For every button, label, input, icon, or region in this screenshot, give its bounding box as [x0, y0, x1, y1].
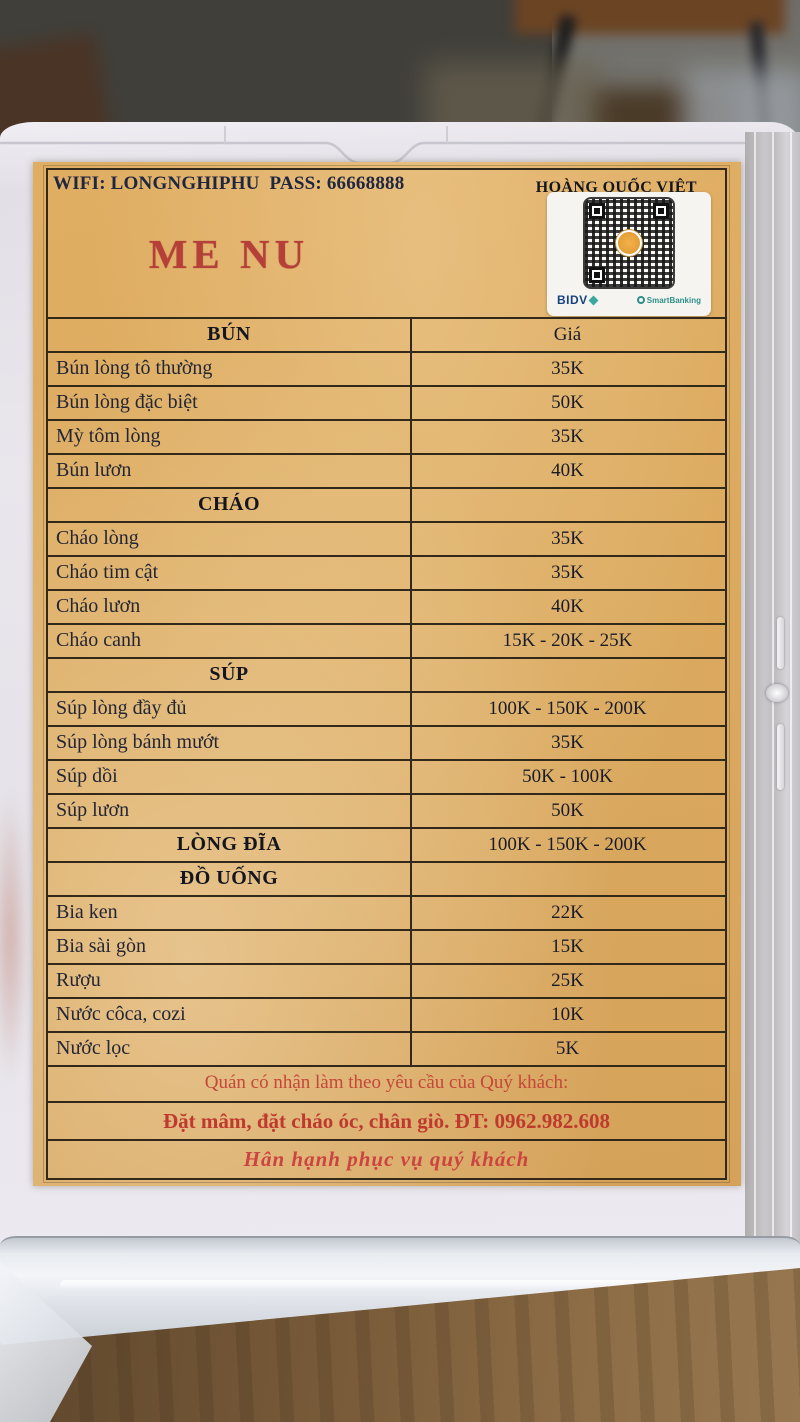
menu-item-price: 15K [551, 936, 584, 957]
qr-center-logo-icon [616, 230, 642, 256]
menu-item-row: Súp lòng đầy đủ 100K - 150K - 200K [48, 693, 725, 727]
qr-finder-icon [653, 203, 669, 219]
footer-thanks: Hân hạnh phục vụ quý khách [243, 1147, 530, 1171]
menu-footer: Quán có nhận làm theo yêu cầu của Quý kh… [48, 1065, 725, 1178]
menu-item-row: Cháo lòng 35K [48, 523, 725, 557]
menu-item-price: 35K [551, 562, 584, 583]
menu-item-price: Giá [553, 324, 582, 345]
menu-item-label: Cháo lòng [56, 527, 139, 549]
column-divider [410, 319, 412, 1065]
menu-section-row: BÚN Giá [48, 319, 725, 353]
menu-item-row: Bia sài gòn 15K [48, 931, 725, 965]
footer-note: Quán có nhận làm theo yêu cầu của Quý kh… [48, 1065, 725, 1103]
menu-item-label: Súp dồi [56, 765, 118, 787]
footer-order-phone: Đặt mâm, đặt cháo óc, chân giò. ĐT: 0962… [48, 1103, 725, 1141]
menu-item-row: Cháo canh 15K - 20K - 25K [48, 625, 725, 659]
menu-item-label: Súp lòng bánh mướt [56, 731, 220, 753]
menu-item-row: Mỳ tôm lòng 35K [48, 421, 725, 455]
menu-item-label: Nước côca, cozi [56, 1003, 186, 1025]
menu-item-row: Cháo tim cật 35K [48, 557, 725, 591]
menu-section-row: LÒNG ĐĨA 100K - 150K - 200K [48, 829, 725, 863]
menu-item-label: Mỳ tôm lòng [56, 425, 161, 447]
menu-item-row: Súp lươn 50K [48, 795, 725, 829]
menu-item-price: 50K - 100K [522, 766, 613, 787]
menu-item-label: Bia sài gòn [56, 935, 146, 957]
menu-item-row: Súp lòng bánh mướt 35K [48, 727, 725, 761]
menu-item-label: BÚN [207, 323, 251, 345]
qr-card: BIDV SmartBanking [547, 192, 711, 316]
acrylic-groove [777, 724, 784, 790]
menu-title: ME NU [148, 231, 310, 277]
menu-item-label: LÒNG ĐĨA [176, 833, 282, 855]
menu-section-row: SÚP [48, 659, 725, 693]
menu-item-price: 50K [551, 392, 584, 413]
menu-table: BÚN Giá Bún lòng tô thường 35K Bún lòng đặc … [48, 317, 725, 1067]
menu-item-price: 15K - 20K - 25K [502, 630, 633, 651]
branch-name: HOÀNG QUỐC VIỆT [535, 179, 697, 196]
menu-item-row: Cháo lươn 40K [48, 591, 725, 625]
menu-item-row: Bún lươn 40K [48, 455, 725, 489]
menu-item-price: 40K [551, 460, 584, 481]
menu-item-label: Cháo tim cật [56, 561, 159, 583]
menu-item-row: Bún lòng tô thường 35K [48, 353, 725, 387]
bidv-mark-icon [588, 295, 599, 305]
menu-item-price [410, 863, 725, 895]
acrylic-groove [777, 617, 784, 669]
menu-border: WIFI: LONGNGHIPHU PASS: 66668888 HOÀNG Q… [43, 165, 730, 1183]
acrylic-right-edge [745, 132, 800, 1244]
menu-item-price: 35K [551, 732, 584, 753]
menu-section-row: CHÁO [48, 489, 725, 523]
menu-item-price: 50K [551, 800, 584, 821]
menu-item-label: Rượu [56, 969, 101, 991]
menu-item-price: 10K [551, 1004, 584, 1025]
menu-item-label: Nước lọc [56, 1037, 131, 1059]
menu-item-row: Súp dồi 50K - 100K [48, 761, 725, 795]
menu-item-label: Súp lươn [56, 799, 130, 821]
menu-item-price: 25K [551, 970, 584, 991]
menu-item-price: 40K [551, 596, 584, 617]
menu-item-row: Nước côca, cozi 10K [48, 999, 725, 1033]
menu-item-label: Cháo lươn [56, 595, 141, 617]
menu-item-price [410, 489, 725, 521]
menu-item-label: CHÁO [198, 493, 260, 515]
wifi-info: WIFI: LONGNGHIPHU PASS: 66668888 [53, 173, 405, 194]
menu-section-row: ĐỒ UỐNG [48, 863, 725, 897]
menu-item-label: Bún lòng đặc biệt [56, 391, 198, 413]
qr-bank-logos: BIDV SmartBanking [547, 289, 711, 307]
menu-item-label: Súp lòng đầy đủ [56, 697, 187, 719]
table-blur-top-right [515, 0, 785, 34]
menu-item-label: Cháo canh [56, 629, 141, 651]
menu-item-row: Bún lòng đặc biệt 50K [48, 387, 725, 421]
menu-item-row: Nước lọc 5K [48, 1033, 725, 1067]
menu-item-price: 22K [551, 902, 584, 923]
menu-item-label: Bún lòng tô thường [56, 357, 213, 379]
smartbanking-mark-icon [636, 296, 645, 304]
menu-item-price: 35K [551, 528, 584, 549]
menu-item-label: Bún lươn [56, 459, 132, 481]
menu-item-label: ĐỒ UỐNG [179, 867, 279, 889]
smartbanking-logo: SmartBanking [636, 296, 701, 305]
menu-item-price: 35K [551, 358, 584, 379]
menu-item-row: Bia ken 22K [48, 897, 725, 931]
bidv-logo: BIDV [557, 293, 599, 307]
menu-item-price: 5K [555, 1038, 580, 1059]
menu-item-price: 100K - 150K - 200K [488, 834, 647, 855]
acrylic-knob [766, 684, 788, 702]
menu-item-label: Bia ken [56, 901, 118, 923]
qr-finder-icon [589, 203, 605, 219]
menu-item-row: Rượu 25K [48, 965, 725, 999]
menu-item-price: 100K - 150K - 200K [488, 698, 647, 719]
finger-blur [0, 788, 28, 1088]
menu-item-label: SÚP [209, 663, 249, 685]
menu-item-price [410, 659, 725, 691]
qr-code-icon [583, 197, 675, 289]
menu-card: WIFI: LONGNGHIPHU PASS: 66668888 HOÀNG Q… [33, 162, 741, 1186]
qr-finder-icon [589, 267, 605, 283]
menu-header: WIFI: LONGNGHIPHU PASS: 66668888 HOÀNG Q… [48, 170, 725, 317]
menu-item-price: 35K [551, 426, 584, 447]
